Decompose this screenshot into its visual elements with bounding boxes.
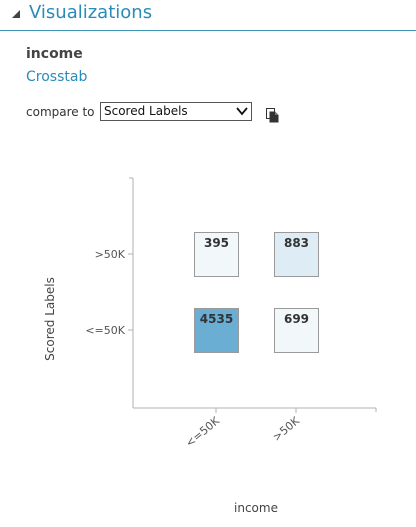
compare-to-label: compare to bbox=[26, 105, 95, 119]
panel-title: Visualizations bbox=[29, 2, 153, 23]
chart-cells bbox=[194, 232, 319, 353]
crosstab-cell-value: 395 bbox=[204, 236, 229, 250]
panel-header[interactable]: Visualizations bbox=[0, 0, 416, 31]
x-tick-label: >50K bbox=[270, 414, 302, 444]
crosstab-cell bbox=[194, 308, 239, 353]
crosstab-cell bbox=[274, 308, 319, 353]
x-tick-label: <=50K bbox=[183, 414, 222, 450]
chevron-down-icon bbox=[236, 107, 248, 116]
y-axis-title: Scored Labels bbox=[43, 277, 57, 361]
crosstab-cell bbox=[274, 232, 319, 277]
crosstab-chart: >50K <=50K <=50K >50K income Scored Labels 395… bbox=[43, 177, 377, 515]
crosstab-cell-value: 4535 bbox=[200, 312, 233, 326]
y-tick-label: <=50K bbox=[85, 324, 125, 337]
column-name: income bbox=[26, 46, 83, 62]
chart-axes bbox=[128, 177, 377, 413]
compare-to-select[interactable]: Scored Labels bbox=[100, 102, 252, 121]
crosstab-cell bbox=[194, 232, 239, 277]
copy-icon[interactable] bbox=[266, 108, 279, 123]
visualization-type-link[interactable]: Crosstab bbox=[26, 69, 88, 85]
x-axis-title: income bbox=[234, 501, 278, 515]
chart-labels: >50K <=50K <=50K >50K income Scored Labels 395… bbox=[43, 236, 309, 515]
crosstab-cell-value: 883 bbox=[284, 236, 309, 250]
y-tick-label: >50K bbox=[95, 248, 126, 261]
compare-to-selected-value: Scored Labels bbox=[104, 104, 188, 118]
triangle-down-icon[interactable] bbox=[12, 10, 20, 18]
crosstab-cell-value: 699 bbox=[284, 312, 309, 326]
